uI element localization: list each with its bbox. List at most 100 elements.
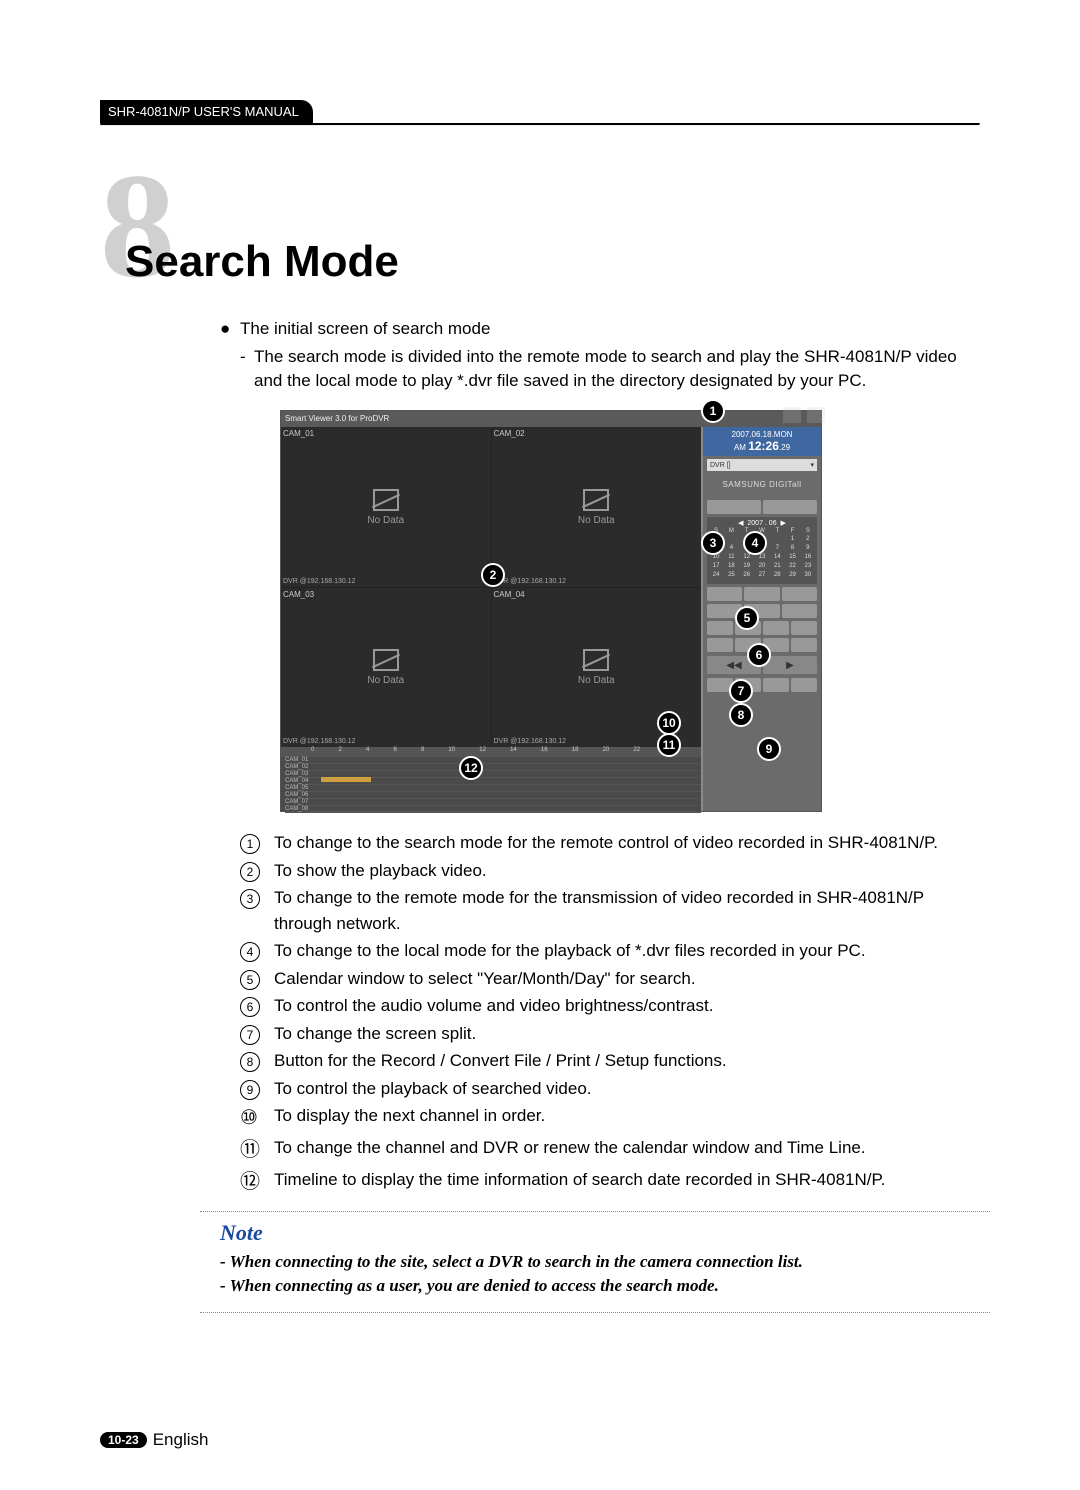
cal-day-cell[interactable]	[724, 535, 738, 543]
cal-day-cell[interactable]: 2	[801, 535, 815, 543]
split-16-button[interactable]	[791, 621, 817, 635]
cal-day-hdr: F	[785, 527, 799, 535]
cal-day-cell[interactable]: 26	[740, 571, 754, 579]
timeline-row: CAM_08	[285, 806, 701, 813]
page-footer: 10-23 English	[100, 1430, 208, 1450]
dvr-label: DVR @192.168.130.12	[283, 738, 356, 745]
cal-day-cell[interactable]: 4	[724, 544, 738, 552]
timeline-hour: 16	[541, 747, 548, 757]
legend-text: To change the channel and DVR or renew t…	[274, 1135, 866, 1165]
step-fwd-button[interactable]	[763, 678, 789, 692]
dvr-label: DVR @192.168.130.12	[494, 578, 567, 585]
cal-day-cell[interactable]: 23	[801, 562, 815, 570]
cam-label: CAM_04	[494, 590, 525, 599]
vol-slider[interactable]	[744, 587, 779, 601]
legend-text: To change to the local mode for the play…	[274, 938, 866, 964]
av-controls-2	[707, 604, 817, 618]
play-controls-step	[707, 678, 817, 692]
legend-text: Button for the Record / Convert File / P…	[274, 1048, 727, 1074]
timeline-hour: 2	[338, 747, 341, 757]
bullet-dot-icon: ●	[220, 317, 240, 341]
legend-number: 3	[240, 885, 274, 936]
nodata-text: No Data	[367, 515, 404, 526]
last-button[interactable]	[791, 678, 817, 692]
cal-day-cell[interactable]: 22	[785, 562, 799, 570]
intro-dash-text: The search mode is divided into the remo…	[254, 345, 980, 393]
cam-label: CAM_02	[494, 429, 525, 438]
legend-row: 6To control the audio volume and video b…	[240, 993, 960, 1019]
clock-sec: .29	[779, 443, 790, 452]
note-line: - When connecting as a user, you are den…	[220, 1274, 950, 1298]
legend-row: ⑪To change the channel and DVR or renew …	[240, 1135, 960, 1165]
legend-text: To display the next channel in order.	[274, 1103, 545, 1133]
cal-next-icon[interactable]: ▶	[780, 520, 785, 527]
legend-text: Calendar window to select "Year/Month/Da…	[274, 966, 696, 992]
play-button[interactable]: ▶	[763, 656, 817, 674]
cal-day-cell[interactable]: 18	[724, 562, 738, 570]
cal-day-cell[interactable]: 19	[740, 562, 754, 570]
legend-number: ⑩	[240, 1103, 274, 1133]
cal-day-cell[interactable]: 7	[770, 544, 784, 552]
dvr-select[interactable]: DVR []▾	[707, 459, 817, 471]
setup-button[interactable]	[791, 638, 817, 652]
cal-day-cell[interactable]: 20	[755, 562, 769, 570]
cal-day-cell[interactable]	[709, 580, 723, 582]
legend-row: ⑩To display the next channel in order.	[240, 1103, 960, 1133]
timeline-hour: 14	[510, 747, 517, 757]
cal-day-cell[interactable]: 21	[770, 562, 784, 570]
split-buttons	[707, 621, 817, 635]
video-cell[interactable]: CAM_02 No Data DVR @192.168.130.12	[492, 427, 702, 587]
chevron-down-icon: ▾	[810, 461, 814, 469]
dotted-rule-bottom	[200, 1312, 990, 1313]
legend-number: 1	[240, 830, 274, 856]
split-1-button[interactable]	[707, 621, 733, 635]
video-cell[interactable]: CAM_03 No Data DVR @192.168.130.12	[281, 588, 491, 748]
cal-day-cell[interactable]: 29	[785, 571, 799, 579]
cal-day-cell[interactable]: 8	[785, 544, 799, 552]
split-9-button[interactable]	[763, 621, 789, 635]
cal-day-cell[interactable]: 1	[785, 535, 799, 543]
cal-day-cell[interactable]: 28	[770, 571, 784, 579]
cal-day-cell[interactable]: 16	[801, 553, 815, 561]
cal-day-cell[interactable]: 15	[785, 553, 799, 561]
legend-text: To change the screen split.	[274, 1021, 476, 1047]
timeline-hour: 8	[421, 747, 424, 757]
timeline-hour: 4	[366, 747, 369, 757]
bright-slider[interactable]	[782, 604, 817, 618]
legend-text: To change to the remote mode for the tra…	[274, 885, 960, 936]
legend-text: To control the playback of searched vide…	[274, 1076, 592, 1102]
cal-day-cell[interactable]: 11	[724, 553, 738, 561]
cal-day-cell[interactable]: 24	[709, 571, 723, 579]
mode-live-icon[interactable]	[783, 407, 801, 423]
timeline[interactable]: 024681012141618202224 CAM_01CAM_02CAM_03…	[281, 747, 701, 811]
bright-button[interactable]	[782, 587, 817, 601]
dvr-label: DVR @192.168.130.12	[494, 738, 567, 745]
timeline-hour: 10	[448, 747, 455, 757]
cal-prev-icon[interactable]: ◀	[738, 520, 743, 527]
cam-label: CAM_01	[283, 429, 314, 438]
legend-row: 5Calendar window to select "Year/Month/D…	[240, 966, 960, 992]
legend-number: 9	[240, 1076, 274, 1102]
header-rule	[100, 123, 980, 126]
mode-search-icon[interactable]	[807, 407, 825, 423]
local-mode-button[interactable]	[763, 500, 817, 514]
cal-day-cell[interactable]: 30	[801, 571, 815, 579]
cal-day-cell[interactable]: 27	[755, 571, 769, 579]
cal-day-cell[interactable]: 25	[724, 571, 738, 579]
note-block: Note - When connecting to the site, sele…	[220, 1220, 950, 1298]
audio-button[interactable]	[707, 587, 742, 601]
cal-day-hdr: S	[801, 527, 815, 535]
cal-day-cell[interactable]: 14	[770, 553, 784, 561]
cal-day-cell[interactable]	[770, 535, 784, 543]
cam-label: CAM_03	[283, 590, 314, 599]
cal-day-cell[interactable]: 9	[801, 544, 815, 552]
video-cell[interactable]: CAM_01 No Data DVR @192.168.130.12	[281, 427, 491, 587]
intro-block: ● The initial screen of search mode - Th…	[220, 317, 980, 392]
record-button[interactable]	[707, 638, 733, 652]
cal-day-cell[interactable]: 17	[709, 562, 723, 570]
remote-mode-button[interactable]	[707, 500, 761, 514]
footer-language: English	[153, 1430, 209, 1450]
chapter-title: Search Mode	[125, 237, 399, 287]
samsung-logo: SAMSUNG DIGITall	[703, 474, 821, 497]
legend-number: 6	[240, 993, 274, 1019]
